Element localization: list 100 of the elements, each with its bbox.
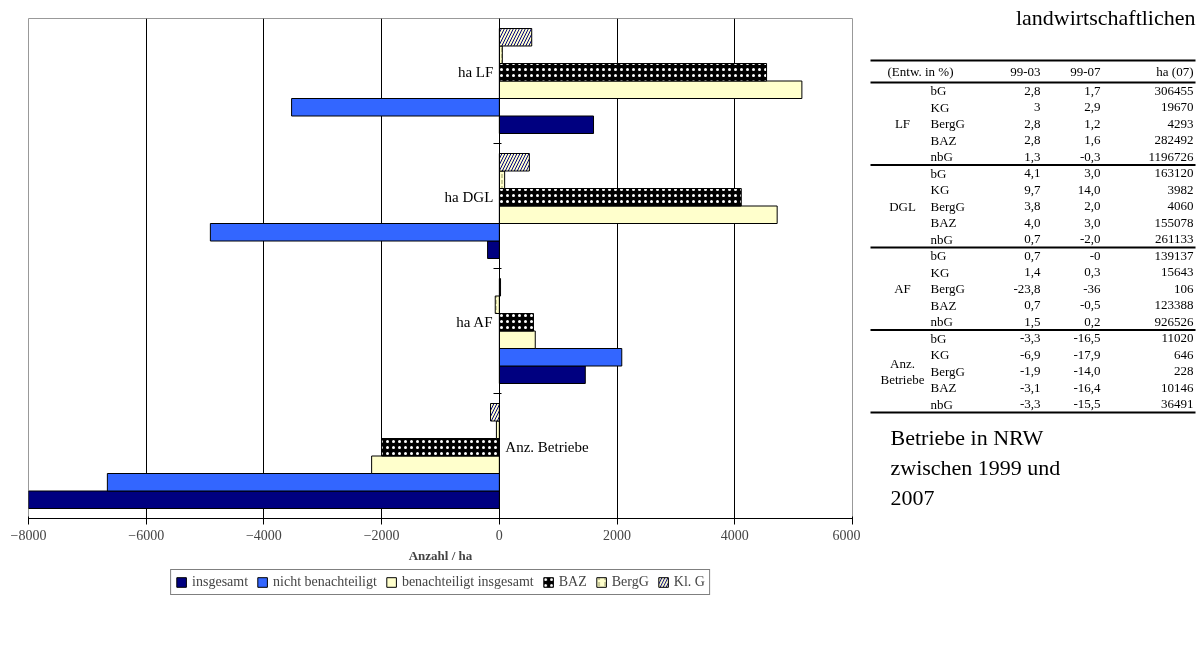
text: BAZ (930, 132, 957, 148)
text: 3 (1034, 99, 1041, 115)
text: 228 (1174, 363, 1194, 379)
text: 0,7 (1024, 297, 1041, 313)
text: BergG (930, 198, 965, 214)
text: 15643 (1161, 264, 1194, 280)
x-axis-title: Anzahl / ha (408, 547, 473, 563)
y-tick-label: ha DGL (444, 189, 494, 206)
text: 3,0 (1084, 165, 1101, 181)
text: 11020 (1161, 330, 1194, 346)
text: -16,5 (1073, 330, 1101, 346)
legend-label: BAZ (558, 574, 587, 590)
legend-label: insgesamt (192, 574, 249, 590)
text: Anz. Betriebe (880, 355, 925, 387)
x-tick-label: 0 (495, 527, 503, 543)
category-label: ha (07) (1156, 64, 1194, 79)
text: KG (930, 182, 950, 198)
text: 123388 (1154, 297, 1194, 313)
x-tick-label: 2000 (603, 527, 632, 543)
text: BergG (930, 116, 965, 132)
x-tick-label: −6000 (128, 527, 165, 543)
legend-label: BergG (611, 574, 649, 590)
x-tick-label: −2000 (363, 527, 400, 543)
text: 9,7 (1024, 181, 1041, 197)
text: 282492 (1154, 132, 1194, 148)
text: nbG (930, 231, 953, 247)
x-tick-label: 4000 (720, 527, 749, 543)
text: 36491 (1161, 396, 1194, 412)
text: 106 (1174, 280, 1194, 296)
text: -23,8 (1013, 280, 1041, 296)
text: -3,3 (1019, 330, 1041, 346)
text: KG (930, 347, 950, 363)
text: 306455 (1154, 82, 1194, 98)
text: bG (930, 165, 947, 181)
category-label: (Entw. in %) (887, 64, 954, 79)
category-label: 99-03 (1010, 63, 1041, 79)
text: 139137 (1154, 247, 1194, 263)
text: LF (894, 116, 911, 132)
x-tick-label: −4000 (245, 527, 282, 543)
text: -2,0 (1079, 231, 1101, 247)
text: bG (930, 330, 947, 346)
text: 1,2 (1084, 115, 1101, 131)
text: -1,9 (1019, 363, 1041, 379)
text: BAZ (930, 380, 957, 396)
text: bG (930, 83, 947, 99)
text: 0,7 (1024, 231, 1041, 247)
legend-label: Kl. G (673, 574, 705, 590)
text: -36 (1083, 280, 1101, 296)
text: nbG (930, 314, 953, 330)
text: -0 (1089, 247, 1101, 263)
text: -0,3 (1079, 148, 1101, 164)
text: 926526 (1154, 313, 1194, 329)
text: 4,0 (1024, 214, 1041, 230)
text: 2,0 (1084, 198, 1101, 214)
text: 4,1 (1024, 165, 1041, 181)
y-tick-label: ha LF (457, 64, 494, 81)
legend-label: nicht benachteiligt (273, 574, 377, 590)
text: 2,9 (1084, 99, 1101, 115)
text: Betriebe in NRW zwischen 1999 und 2007 (890, 425, 1061, 510)
text: 3982 (1167, 181, 1194, 197)
text: landwirtschaftlichen (1015, 4, 1196, 30)
text: -16,4 (1073, 379, 1101, 395)
text: KG (930, 99, 950, 115)
text: -6,9 (1019, 346, 1041, 362)
text: -14,0 (1073, 363, 1101, 379)
text: 10146 (1161, 379, 1194, 395)
text: 261133 (1154, 231, 1194, 247)
text: 646 (1174, 346, 1194, 362)
text: 0,7 (1024, 247, 1041, 263)
text: AF (894, 281, 911, 297)
text: 1,5 (1024, 313, 1041, 329)
text: 19670 (1161, 99, 1194, 115)
text: KG (930, 264, 950, 280)
text: 4293 (1167, 115, 1194, 131)
x-tick-label: 6000 (832, 527, 861, 543)
text: bG (930, 248, 947, 264)
text: -17,9 (1073, 346, 1101, 362)
text: 1196726 (1148, 148, 1194, 164)
text: 2,8 (1024, 132, 1041, 148)
text: 14,0 (1077, 181, 1101, 197)
y-tick-label: ha AF (456, 314, 493, 331)
category-label: 99-07 (1070, 63, 1101, 79)
text: 1,6 (1084, 132, 1101, 148)
text: -3,3 (1019, 396, 1041, 412)
text: 2,8 (1024, 82, 1041, 98)
text: BAZ (930, 297, 957, 313)
text: BAZ (930, 215, 957, 231)
text: -15,5 (1073, 396, 1101, 412)
text: -3,1 (1019, 379, 1041, 395)
text: 3,0 (1084, 214, 1101, 230)
text: 3,8 (1024, 198, 1041, 214)
x-tick-label: −8000 (10, 527, 47, 543)
text: nbG (930, 149, 953, 165)
text: 2,8 (1024, 115, 1041, 131)
text: 163120 (1154, 165, 1194, 181)
legend-label: benachteiligt insgesamt (401, 574, 534, 590)
text: BergG (930, 363, 965, 379)
text: 0,3 (1084, 264, 1101, 280)
text: 155078 (1154, 214, 1194, 230)
text: DGL (889, 198, 916, 214)
